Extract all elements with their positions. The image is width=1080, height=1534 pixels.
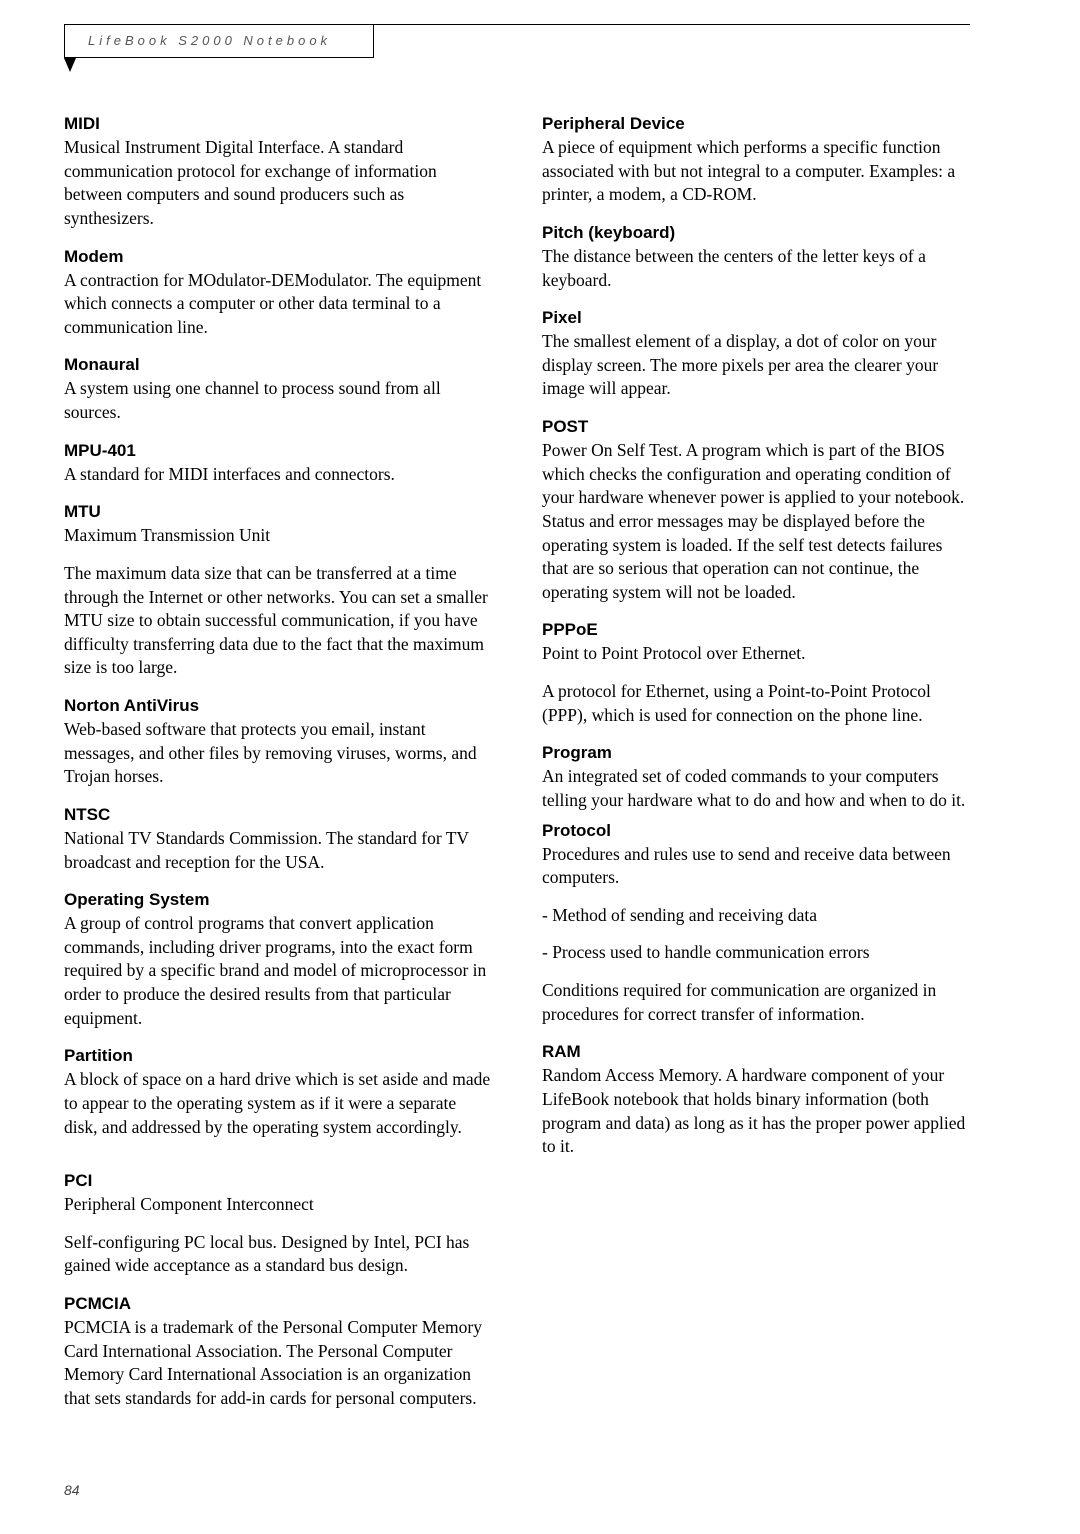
glossary-entry: PPPoEPoint to Point Protocol over Ethern… — [542, 620, 970, 727]
spacer — [64, 1155, 492, 1171]
glossary-entry: ProgramAn integrated set of coded comman… — [542, 743, 970, 812]
term-heading: Peripheral Device — [542, 114, 970, 134]
term-heading: PCI — [64, 1171, 492, 1191]
glossary-entry: Pitch (keyboard)The distance between the… — [542, 223, 970, 292]
term-definition: Peripheral Component Interconnect — [64, 1193, 492, 1217]
glossary-entry: MIDIMusical Instrument Digital Interface… — [64, 114, 492, 231]
term-heading: Program — [542, 743, 970, 763]
glossary-entry: PartitionA block of space on a hard driv… — [64, 1046, 492, 1139]
term-definition: PCMCIA is a trademark of the Personal Co… — [64, 1316, 492, 1411]
term-heading: Monaural — [64, 355, 492, 375]
term-definition: - Process used to handle communication e… — [542, 941, 970, 965]
term-definition: Power On Self Test. A program which is p… — [542, 439, 970, 604]
glossary-entry: Peripheral DeviceA piece of equipment wh… — [542, 114, 970, 207]
term-heading: Norton AntiVirus — [64, 696, 492, 716]
term-heading: Operating System — [64, 890, 492, 910]
glossary-content: MIDIMusical Instrument Digital Interface… — [64, 114, 970, 1454]
term-definition: Random Access Memory. A hardware compone… — [542, 1064, 970, 1159]
term-heading: Pixel — [542, 308, 970, 328]
glossary-entry: Norton AntiVirusWeb-based software that … — [64, 696, 492, 789]
term-heading: RAM — [542, 1042, 970, 1062]
term-definition: The smallest element of a display, a dot… — [542, 330, 970, 401]
term-heading: NTSC — [64, 805, 492, 825]
term-definition: A group of control programs that convert… — [64, 912, 492, 1030]
glossary-entry: ModemA contraction for MOdulator-DEModul… — [64, 247, 492, 340]
term-definition: Procedures and rules use to send and rec… — [542, 843, 970, 890]
glossary-entry: MonauralA system using one channel to pr… — [64, 355, 492, 424]
term-definition: - Method of sending and receiving data — [542, 904, 970, 928]
term-heading: Modem — [64, 247, 492, 267]
page-number: 84 — [64, 1482, 80, 1498]
term-definition: A block of space on a hard drive which i… — [64, 1068, 492, 1139]
term-definition: A piece of equipment which performs a sp… — [542, 136, 970, 207]
term-definition: A system using one channel to process so… — [64, 377, 492, 424]
term-definition: National TV Standards Commission. The st… — [64, 827, 492, 874]
term-heading: PCMCIA — [64, 1294, 492, 1314]
glossary-entry: RAMRandom Access Memory. A hardware comp… — [542, 1042, 970, 1159]
glossary-entry: POSTPower On Self Test. A program which … — [542, 417, 970, 604]
glossary-entry: PCMCIAPCMCIA is a trademark of the Perso… — [64, 1294, 492, 1411]
header-arrow-icon — [64, 58, 76, 72]
term-definition: An integrated set of coded commands to y… — [542, 765, 970, 812]
term-heading: MPU-401 — [64, 441, 492, 461]
term-heading: POST — [542, 417, 970, 437]
term-heading: MTU — [64, 502, 492, 522]
term-definition: A standard for MIDI interfaces and conne… — [64, 463, 492, 487]
term-definition: Self-configuring PC local bus. Designed … — [64, 1231, 492, 1278]
term-heading: MIDI — [64, 114, 492, 134]
term-heading: Pitch (keyboard) — [542, 223, 970, 243]
header-title: LifeBook S2000 Notebook — [88, 33, 331, 48]
glossary-entry: NTSCNational TV Standards Commission. Th… — [64, 805, 492, 874]
term-heading: Partition — [64, 1046, 492, 1066]
glossary-entry: Operating SystemA group of control progr… — [64, 890, 492, 1030]
glossary-entry: MTUMaximum Transmission Unit The maximum … — [64, 502, 492, 680]
term-definition: A contraction for MOdulator-DEModulator.… — [64, 269, 492, 340]
glossary-entry: ProtocolProcedures and rules use to send… — [542, 821, 970, 1027]
term-definition: Web-based software that protects you ema… — [64, 718, 492, 789]
glossary-entry: PCIPeripheral Component Interconnect Self… — [64, 1171, 492, 1278]
term-definition: A protocol for Ethernet, using a Point-t… — [542, 680, 970, 727]
term-definition: Conditions required for communication ar… — [542, 979, 970, 1026]
glossary-entry: PixelThe smallest element of a display, … — [542, 308, 970, 401]
term-heading: Protocol — [542, 821, 970, 841]
term-definition: Maximum Transmission Unit — [64, 524, 492, 548]
term-definition: Point to Point Protocol over Ethernet. — [542, 642, 970, 666]
term-heading: PPPoE — [542, 620, 970, 640]
term-definition: Musical Instrument Digital Interface. A … — [64, 136, 492, 231]
term-definition: The distance between the centers of the … — [542, 245, 970, 292]
term-definition: The maximum data size that can be transf… — [64, 562, 492, 680]
glossary-entry: MPU-401A standard for MIDI interfaces an… — [64, 441, 492, 487]
